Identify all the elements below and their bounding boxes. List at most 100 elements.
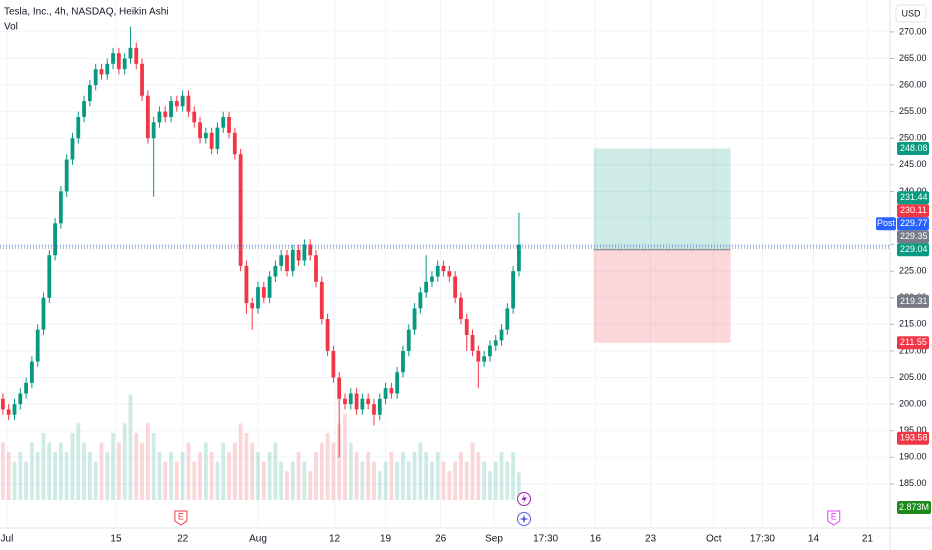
volume-bar bbox=[372, 461, 376, 500]
volume-bar bbox=[163, 461, 168, 500]
y-tick-label: 260.00 bbox=[899, 79, 927, 89]
candle-body bbox=[331, 350, 336, 378]
candle-body bbox=[401, 350, 405, 373]
candle-body bbox=[198, 122, 202, 139]
candle-body bbox=[261, 287, 266, 298]
volume-bar bbox=[198, 452, 202, 500]
candle-body bbox=[12, 404, 17, 415]
volume-bar bbox=[209, 452, 214, 500]
candle-body bbox=[250, 303, 255, 309]
x-tick-label: 15 bbox=[110, 534, 122, 545]
earnings-label: E bbox=[831, 511, 837, 521]
candle-body bbox=[256, 287, 260, 309]
candle-body bbox=[325, 319, 330, 351]
y-tick-label: 265.00 bbox=[899, 53, 927, 63]
x-tick-label: Jul bbox=[1, 534, 14, 545]
candle-body bbox=[0, 398, 5, 410]
volume-bar bbox=[325, 432, 330, 500]
candle-body bbox=[302, 244, 307, 261]
y-tick-label: 245.00 bbox=[899, 159, 927, 169]
earnings-label: E bbox=[178, 511, 184, 521]
price-badge bbox=[897, 336, 929, 350]
candle-body bbox=[464, 319, 469, 335]
volume-bar bbox=[227, 452, 231, 500]
price-badge-label: 219.31 bbox=[900, 296, 928, 306]
x-tick-label: 26 bbox=[435, 534, 447, 545]
volume-bar bbox=[93, 461, 98, 500]
candle-body bbox=[24, 382, 28, 394]
volume-bar bbox=[41, 432, 46, 500]
volume-bar bbox=[169, 452, 173, 500]
earnings-icon[interactable] bbox=[827, 510, 841, 526]
candle-body bbox=[366, 398, 371, 405]
stop-zone bbox=[593, 249, 731, 343]
volume-bar bbox=[441, 461, 446, 500]
volume-bar bbox=[424, 452, 429, 500]
volume-bar bbox=[337, 423, 342, 500]
volume-bar bbox=[12, 461, 17, 500]
candle-body bbox=[93, 69, 98, 86]
volume-bar bbox=[58, 442, 63, 500]
candle-body bbox=[412, 308, 417, 330]
volume-bar bbox=[360, 461, 365, 500]
volume-bar bbox=[151, 432, 156, 500]
volume-bar bbox=[157, 452, 162, 500]
candle-body bbox=[424, 281, 429, 293]
currency-button[interactable] bbox=[895, 4, 927, 23]
candle-body bbox=[163, 111, 168, 117]
candle-body bbox=[29, 361, 34, 383]
candle-body bbox=[459, 297, 463, 320]
volume-bar bbox=[186, 442, 191, 500]
candle-body bbox=[389, 388, 394, 394]
volume-bar bbox=[447, 471, 452, 500]
candle-body bbox=[192, 111, 197, 123]
candle-body bbox=[343, 398, 347, 405]
x-tick-label: Sep bbox=[485, 534, 503, 545]
price-badge-label: 193.58 bbox=[900, 433, 928, 443]
volume-bar bbox=[70, 432, 75, 500]
candle-body bbox=[453, 276, 458, 298]
volume-bar bbox=[302, 461, 307, 500]
volume-bar bbox=[35, 452, 40, 500]
candle-body bbox=[134, 47, 139, 64]
candle-body bbox=[505, 308, 510, 330]
candle-body bbox=[76, 116, 81, 139]
candle-body bbox=[186, 95, 191, 112]
earnings-icon[interactable] bbox=[174, 510, 188, 526]
volume-bar bbox=[348, 442, 353, 500]
candle-body bbox=[64, 159, 69, 192]
x-tick-label: 16 bbox=[590, 534, 602, 545]
candle-body bbox=[493, 340, 498, 346]
volume-bar bbox=[99, 442, 104, 500]
candle-body bbox=[116, 53, 121, 70]
volume-bar bbox=[111, 432, 115, 500]
volume-bar bbox=[499, 452, 504, 500]
candle-body bbox=[279, 255, 284, 266]
volume-title: Vol bbox=[4, 22, 18, 33]
candle-body bbox=[430, 276, 434, 282]
candle-body bbox=[35, 329, 40, 362]
candle-body bbox=[488, 345, 492, 357]
candle-body bbox=[215, 127, 220, 149]
candle-body bbox=[140, 63, 144, 96]
candle-body bbox=[435, 265, 440, 277]
star bbox=[519, 514, 529, 524]
candle-body bbox=[157, 111, 162, 123]
volume-bar bbox=[435, 452, 440, 500]
candle-body bbox=[169, 101, 173, 117]
volume-bar bbox=[412, 452, 417, 500]
candle-body bbox=[267, 276, 272, 298]
candle-body bbox=[151, 122, 156, 139]
y-tick-label: 210.00 bbox=[899, 345, 927, 355]
candle-body bbox=[517, 244, 521, 272]
volume-bar bbox=[273, 442, 278, 500]
price-badge bbox=[897, 217, 929, 231]
candle-body bbox=[348, 393, 353, 405]
candle-body bbox=[360, 398, 365, 410]
lightning bbox=[521, 494, 527, 504]
currency[interactable]: USD bbox=[901, 8, 921, 18]
volume-bar bbox=[53, 452, 57, 500]
x-tick-label: 22 bbox=[177, 534, 189, 545]
price-badge bbox=[897, 204, 929, 218]
y-tick-label: 255.00 bbox=[899, 106, 927, 116]
